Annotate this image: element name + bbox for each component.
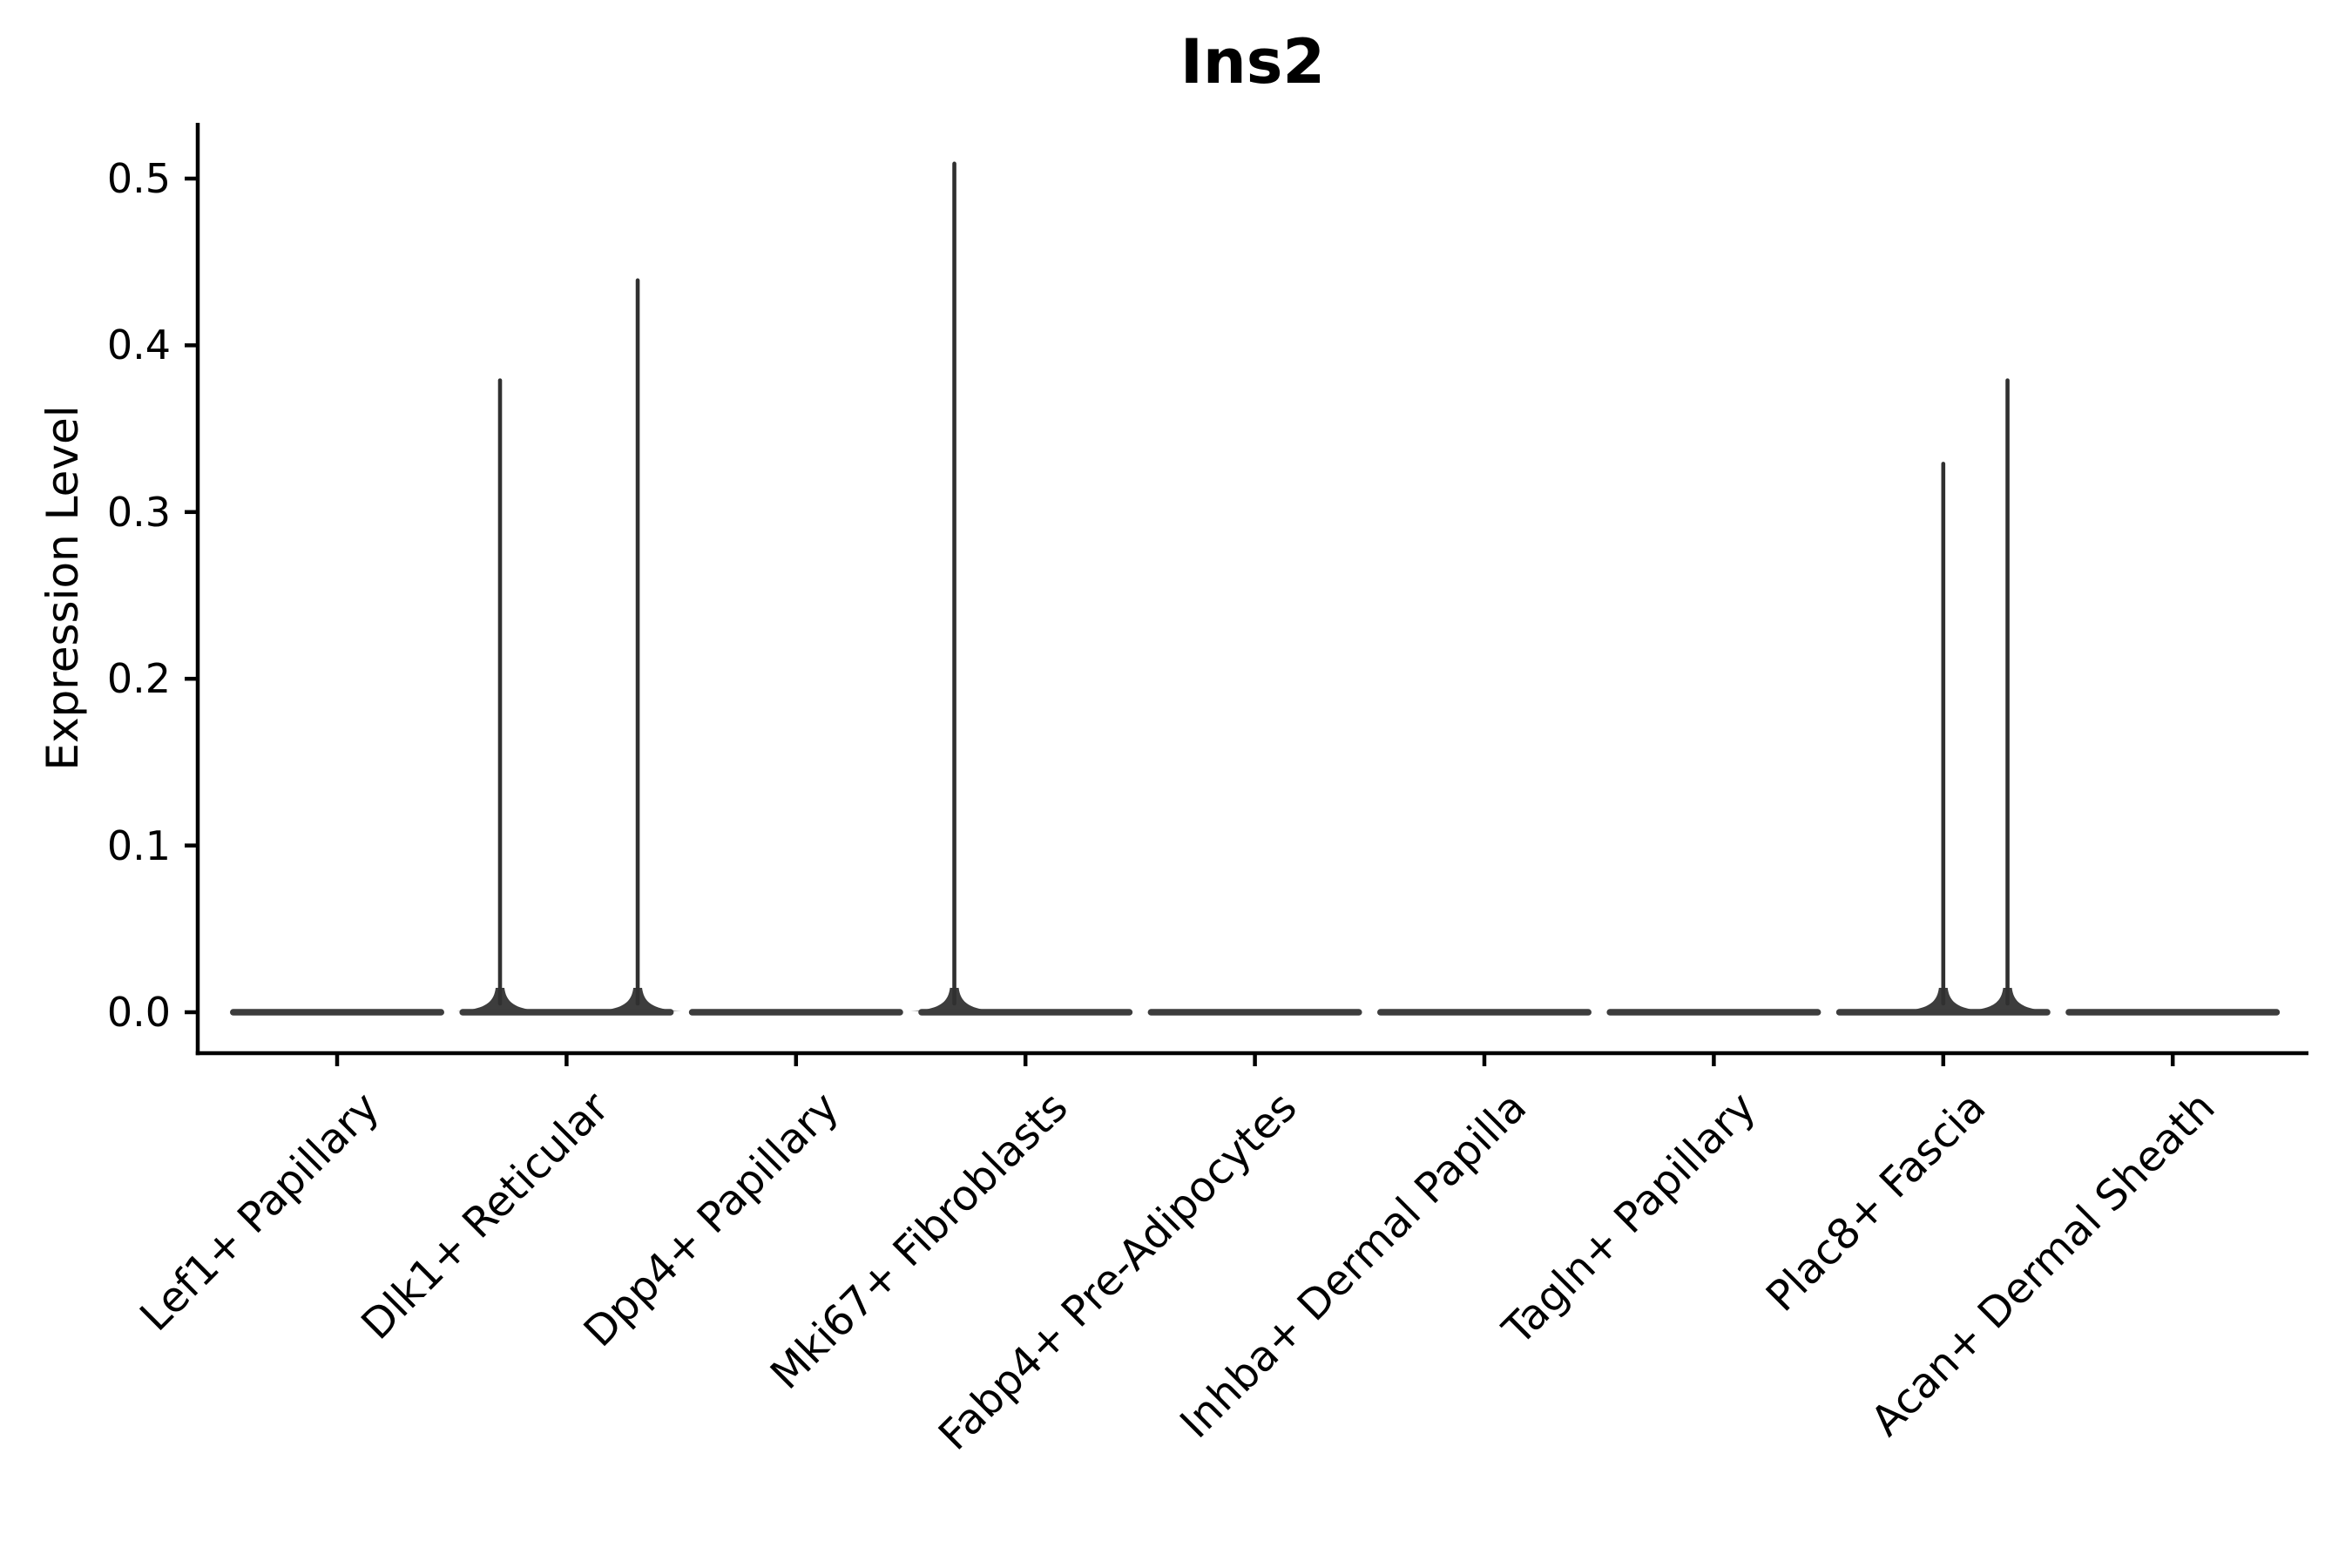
violin-baseline: [688, 1009, 903, 1016]
y-tick-label: 0.3: [106, 489, 171, 536]
y-tick-label: 0.4: [106, 321, 171, 368]
y-tick-label: 0.1: [106, 822, 171, 869]
y-tick-label: 0.2: [106, 655, 171, 702]
violin-baseline: [230, 1009, 444, 1016]
chart-title: Ins2: [1179, 26, 1326, 98]
violin-baseline: [1147, 1009, 1362, 1016]
violin-baseline: [1835, 1009, 2051, 1016]
violin-baseline: [1606, 1009, 1821, 1016]
y-tick-label: 0.5: [106, 155, 171, 202]
violin-baseline: [2065, 1009, 2281, 1016]
violin-baseline: [459, 1009, 674, 1016]
y-tick-label: 0.0: [106, 989, 171, 1036]
violin-baseline: [918, 1009, 1133, 1016]
violin-baseline: [1377, 1009, 1592, 1016]
